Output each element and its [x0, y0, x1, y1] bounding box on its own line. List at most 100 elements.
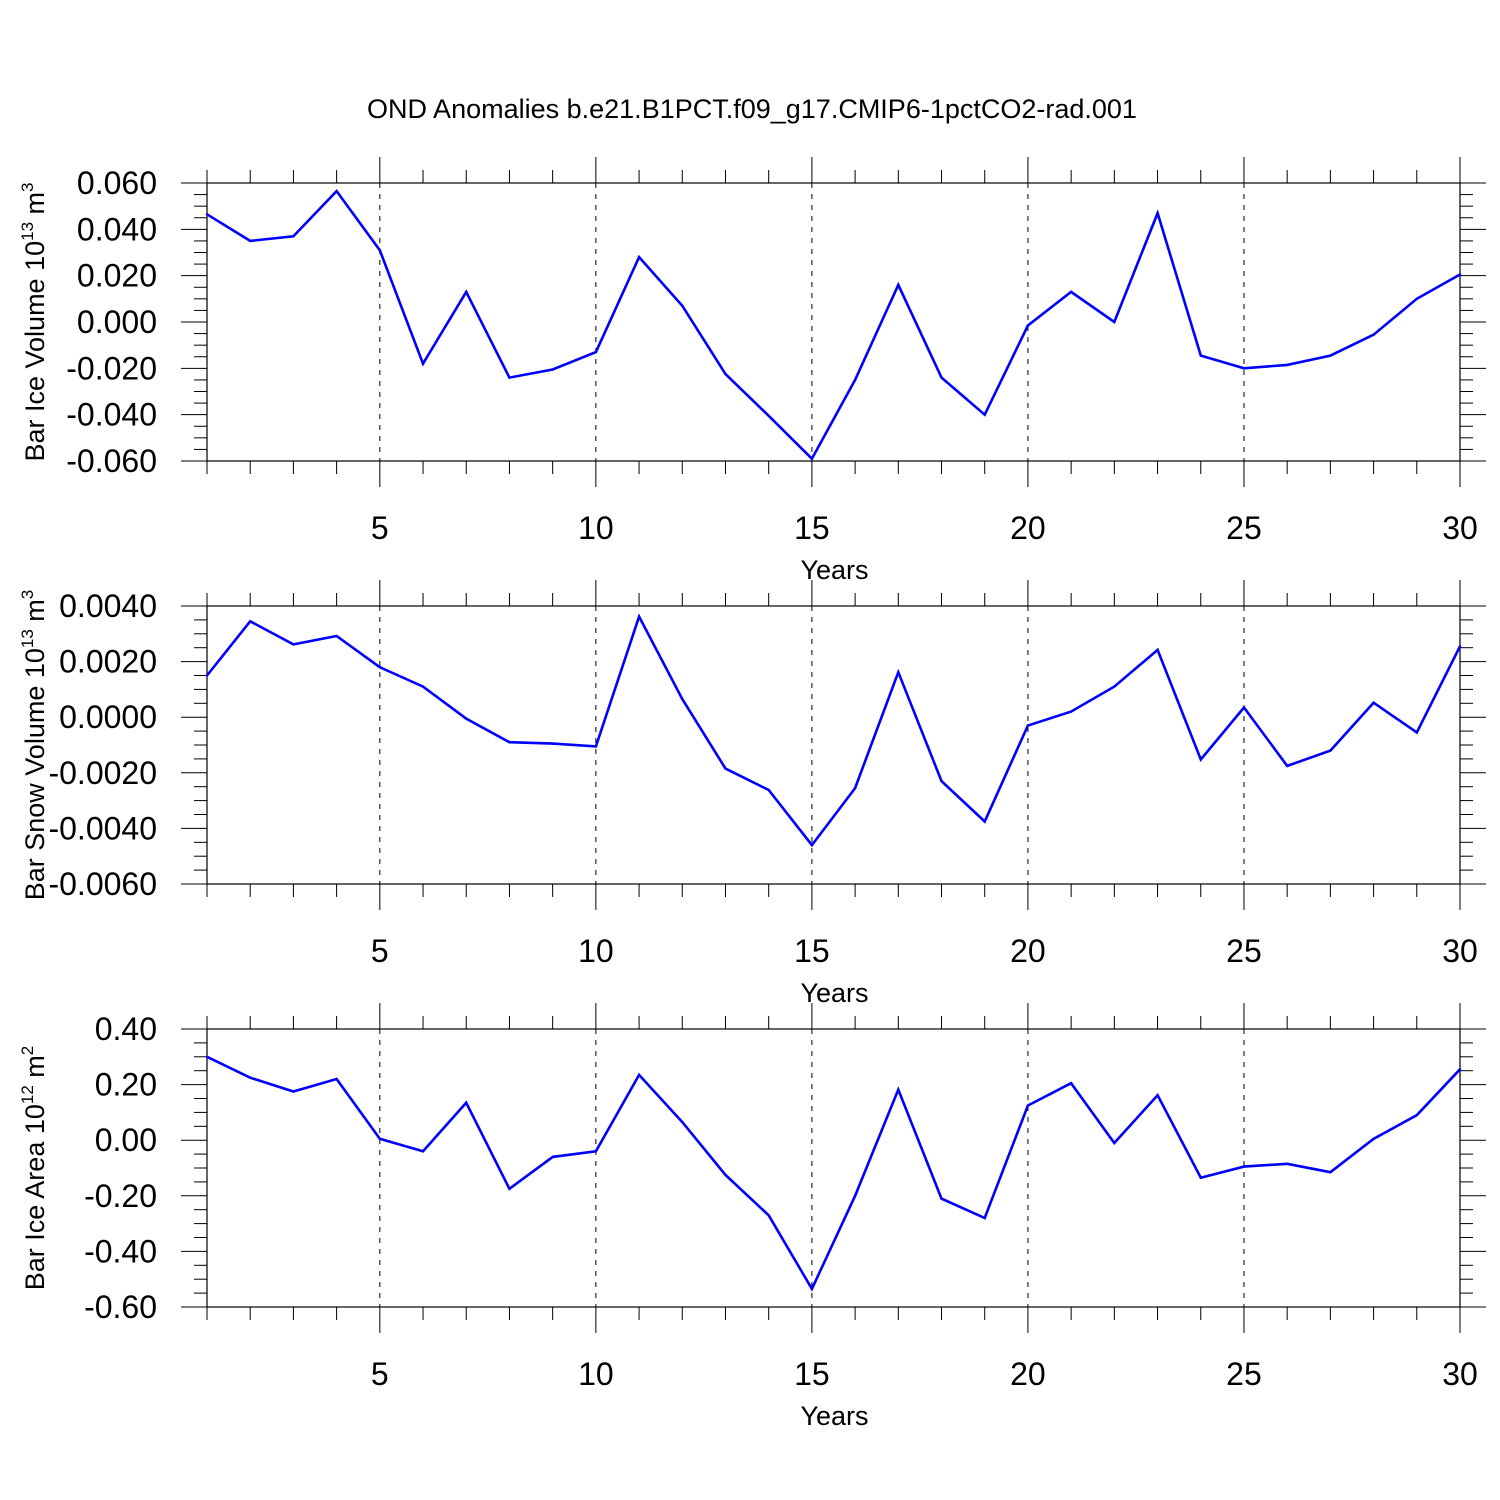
- data-point: [205, 213, 209, 216]
- y-tick-label: 0.40: [95, 1011, 157, 1047]
- x-tick-label: 15: [794, 510, 830, 546]
- y-tick-label: 0.00: [95, 1122, 157, 1158]
- data-point: [465, 290, 468, 294]
- data-point: [205, 674, 209, 677]
- data-point: [1069, 710, 1073, 713]
- y-tick-label: 0.060: [77, 165, 157, 201]
- data-point: [681, 697, 684, 701]
- series-line: [206, 1055, 1461, 1292]
- data-point: [1199, 354, 1202, 357]
- y-axis-title: Bar Ice Area 1012 m2: [18, 1046, 50, 1291]
- data-point: [1329, 749, 1332, 752]
- data-point: [1285, 1162, 1289, 1166]
- data-point: [1113, 320, 1116, 324]
- data-point: [1415, 297, 1418, 301]
- y-tick-label: 0.040: [77, 211, 157, 247]
- y-tick-label: -0.60: [84, 1289, 157, 1325]
- x-tick-label: 25: [1226, 1356, 1262, 1392]
- data-point: [637, 615, 641, 618]
- data-point: [292, 1090, 295, 1093]
- y-tick-label: 0.20: [95, 1067, 157, 1103]
- x-tick-label: 15: [794, 1356, 830, 1392]
- data-point: [1372, 333, 1375, 336]
- data-point: [292, 643, 295, 646]
- data-point: [1415, 731, 1418, 734]
- x-tick-label: 10: [578, 510, 614, 546]
- data-point: [508, 376, 511, 379]
- data-point: [767, 414, 770, 418]
- data-point: [335, 634, 338, 638]
- data-point: [421, 685, 425, 688]
- data-point: [1156, 211, 1159, 215]
- data-point: [724, 767, 727, 770]
- data-point: [940, 779, 943, 783]
- data-point: [637, 255, 641, 259]
- data-point: [1069, 1082, 1073, 1085]
- data-point: [378, 1137, 382, 1141]
- data-point: [983, 1216, 986, 1220]
- data-point: [508, 1187, 511, 1191]
- chart-panel-1: -0.060 -0.040 -0.020 0.000 0.020 0.040 0.060 5 1…: [18, 157, 1486, 585]
- data-point: [853, 378, 857, 382]
- x-tick-label: 15: [794, 933, 830, 969]
- x-tick-label: 30: [1442, 510, 1478, 546]
- data-point: [724, 372, 727, 376]
- data-point: [249, 239, 252, 243]
- data-point: [1372, 701, 1375, 704]
- data-point: [1242, 1165, 1246, 1168]
- data-point: [853, 1194, 857, 1198]
- data-point: [292, 235, 295, 238]
- data-point: [1113, 685, 1116, 688]
- data-point: [1458, 1068, 1462, 1071]
- data-point: [1415, 1113, 1418, 1117]
- data-point: [1199, 1176, 1202, 1179]
- data-point: [1026, 324, 1030, 327]
- x-tick-label: 20: [1010, 1356, 1046, 1392]
- series-line: [205, 613, 1462, 848]
- data-point: [465, 717, 468, 720]
- data-point: [810, 457, 814, 460]
- data-point: [810, 843, 814, 847]
- data-point: [551, 368, 554, 371]
- y-tick-label: -0.0040: [48, 810, 157, 846]
- data-point: [897, 1088, 900, 1091]
- y-tick-label: 0.0000: [59, 699, 157, 735]
- y-tick-label: -0.040: [66, 397, 157, 433]
- data-point: [810, 1287, 814, 1291]
- data-point: [465, 1101, 468, 1104]
- data-point: [983, 413, 986, 416]
- data-point: [1458, 645, 1462, 648]
- data-point: [897, 670, 900, 674]
- x-tick-label: 25: [1226, 933, 1262, 969]
- data-point: [249, 1076, 252, 1079]
- x-axis-title: Years: [800, 978, 868, 1008]
- data-point: [897, 283, 900, 287]
- y-tick-label: -0.20: [84, 1178, 157, 1214]
- y-axis-title: Bar Snow Volume 1013 m3: [18, 590, 50, 901]
- x-tick-label: 20: [1010, 933, 1046, 969]
- data-point: [681, 1120, 684, 1124]
- data-point: [1242, 367, 1246, 370]
- data-point: [594, 745, 598, 748]
- data-point: [940, 376, 943, 379]
- data-point: [1458, 273, 1462, 276]
- data-point: [594, 350, 598, 354]
- x-tick-label: 30: [1442, 933, 1478, 969]
- data-point: [1285, 363, 1289, 367]
- data-point: [637, 1073, 641, 1077]
- x-tick-label: 5: [371, 933, 389, 969]
- data-point: [767, 1214, 770, 1217]
- x-axis-title: Years: [800, 555, 868, 585]
- data-point: [1069, 290, 1073, 294]
- data-point: [940, 1197, 943, 1200]
- data-point: [1242, 706, 1246, 709]
- y-tick-label: -0.40: [84, 1233, 157, 1269]
- data-point: [335, 1077, 338, 1081]
- data-point: [681, 304, 684, 307]
- y-tick-label: 0.0020: [59, 644, 157, 680]
- x-tick-label: 5: [371, 510, 389, 546]
- data-point: [767, 788, 770, 792]
- y-tick-label: 0.000: [77, 304, 157, 340]
- data-point: [983, 820, 986, 823]
- data-point: [1113, 1141, 1116, 1145]
